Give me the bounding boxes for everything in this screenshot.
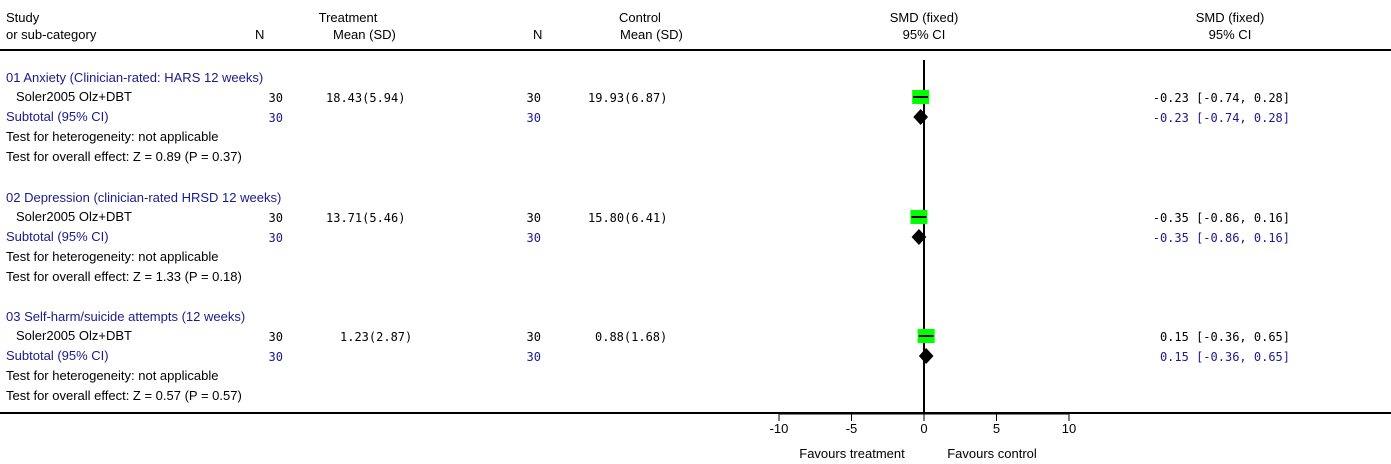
study-ci-text: -0.23 [-0.74, 0.28] [1152, 91, 1290, 105]
heterogeneity-text: Test for heterogeneity: not applicable [6, 129, 219, 144]
x-axis-tick-label: -5 [846, 421, 858, 436]
treatment-mean-sd: 1.23(2.87) [340, 330, 413, 344]
control-n: 30 [526, 91, 541, 105]
header-subcategory: or sub-category [6, 27, 97, 42]
control-mean-sd: 0.88(1.68) [595, 330, 668, 344]
header-smd: SMD (fixed) [889, 10, 959, 25]
header-smd-right: SMD (fixed) [1195, 10, 1265, 25]
group-title: 02 Depression (clinician-rated HRSD 12 w… [6, 190, 282, 205]
header-control: Control [619, 10, 661, 25]
subtotal-label: Subtotal (95% CI) [6, 348, 109, 363]
group-title: 03 Self-harm/suicide attempts (12 weeks) [6, 309, 246, 324]
group-title: 01 Anxiety (Clinician-rated: HARS 12 wee… [6, 70, 264, 85]
header-control-mean-sd: Mean (SD) [620, 27, 683, 42]
subtotal-ci-text: -0.35 [-0.86, 0.16] [1152, 231, 1290, 245]
subtotal-diamond [911, 229, 927, 245]
subtotal-treatment-n: 30 [268, 350, 283, 364]
overall-effect-text: Test for overall effect: Z = 0.57 (P = 0… [6, 388, 242, 403]
overall-effect-text: Test for overall effect: Z = 1.33 (P = 0… [6, 269, 242, 284]
treatment-mean-sd: 18.43(5.94) [326, 91, 406, 105]
study-name: Soler2005 Olz+DBT [16, 209, 132, 224]
header-rule [0, 49, 1391, 51]
subtotal-treatment-n: 30 [268, 111, 283, 125]
heterogeneity-text: Test for heterogeneity: not applicable [6, 249, 219, 264]
study-ci-text: 0.15 [-0.36, 0.65] [1159, 330, 1290, 344]
control-n: 30 [526, 211, 541, 225]
subtotal-treatment-n: 30 [268, 231, 283, 245]
treatment-mean-sd: 13.71(5.46) [326, 211, 406, 225]
header-study: Study [6, 10, 40, 25]
subtotal-diamond [913, 109, 929, 125]
treatment-n: 30 [268, 330, 283, 344]
treatment-n: 30 [268, 91, 283, 105]
header-treatment: Treatment [318, 10, 378, 25]
header-treatment-mean-sd: Mean (SD) [333, 27, 396, 42]
subtotal-diamond [918, 348, 934, 364]
treatment-n: 30 [268, 211, 283, 225]
subtotal-ci-text: -0.23 [-0.74, 0.28] [1152, 111, 1290, 125]
study-name: Soler2005 Olz+DBT [16, 328, 132, 343]
header-ci-right: 95% CI [1208, 27, 1252, 42]
x-axis-tick-label: 10 [1062, 421, 1076, 436]
header-control-n: N [533, 27, 543, 42]
header-ci: 95% CI [902, 27, 946, 42]
header-treatment-n: N [255, 27, 265, 42]
x-axis-tick-label: -10 [770, 421, 789, 436]
study-name: Soler2005 Olz+DBT [16, 89, 132, 104]
subtotal-control-n: 30 [526, 350, 541, 364]
control-n: 30 [526, 330, 541, 344]
x-axis-tick-label: 5 [993, 421, 1000, 436]
favours-control-label: Favours control [947, 446, 1037, 461]
subtotal-label: Subtotal (95% CI) [6, 229, 109, 244]
control-mean-sd: 19.93(6.87) [588, 91, 668, 105]
favours-treatment-label: Favours treatment [799, 446, 905, 461]
x-axis-tick-label: 0 [920, 421, 927, 436]
subtotal-ci-text: 0.15 [-0.36, 0.65] [1159, 350, 1290, 364]
subtotal-control-n: 30 [526, 111, 541, 125]
overall-effect-text: Test for overall effect: Z = 0.89 (P = 0… [6, 149, 242, 164]
subtotal-label: Subtotal (95% CI) [6, 109, 109, 124]
control-mean-sd: 15.80(6.41) [588, 211, 668, 225]
subtotal-control-n: 30 [526, 231, 541, 245]
study-ci-text: -0.35 [-0.86, 0.16] [1152, 211, 1290, 225]
heterogeneity-text: Test for heterogeneity: not applicable [6, 368, 219, 383]
bottom-rule [0, 412, 1391, 414]
